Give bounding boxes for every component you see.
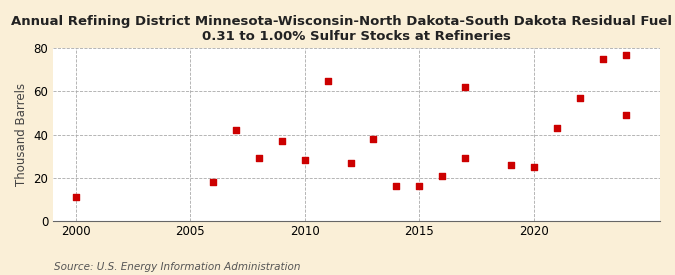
Point: [551, 126, 562, 130]
Point: [597, 57, 608, 61]
Point: [437, 173, 448, 178]
Point: [70, 195, 81, 199]
Point: [460, 85, 470, 89]
Point: [414, 184, 425, 189]
Point: [620, 53, 631, 57]
Point: [299, 158, 310, 163]
Y-axis label: Thousand Barrels: Thousand Barrels: [15, 83, 28, 186]
Point: [345, 160, 356, 165]
Point: [322, 78, 333, 83]
Point: [620, 113, 631, 117]
Text: Source: U.S. Energy Information Administration: Source: U.S. Energy Information Administ…: [54, 262, 300, 272]
Point: [529, 165, 539, 169]
Point: [231, 128, 242, 133]
Point: [506, 163, 516, 167]
Point: [368, 137, 379, 141]
Point: [276, 139, 287, 143]
Point: [460, 156, 470, 161]
Point: [574, 96, 585, 100]
Point: [254, 156, 265, 161]
Point: [391, 184, 402, 189]
Title: Annual Refining District Minnesota-Wisconsin-North Dakota-South Dakota Residual : Annual Refining District Minnesota-Wisco…: [11, 15, 675, 43]
Point: [208, 180, 219, 184]
